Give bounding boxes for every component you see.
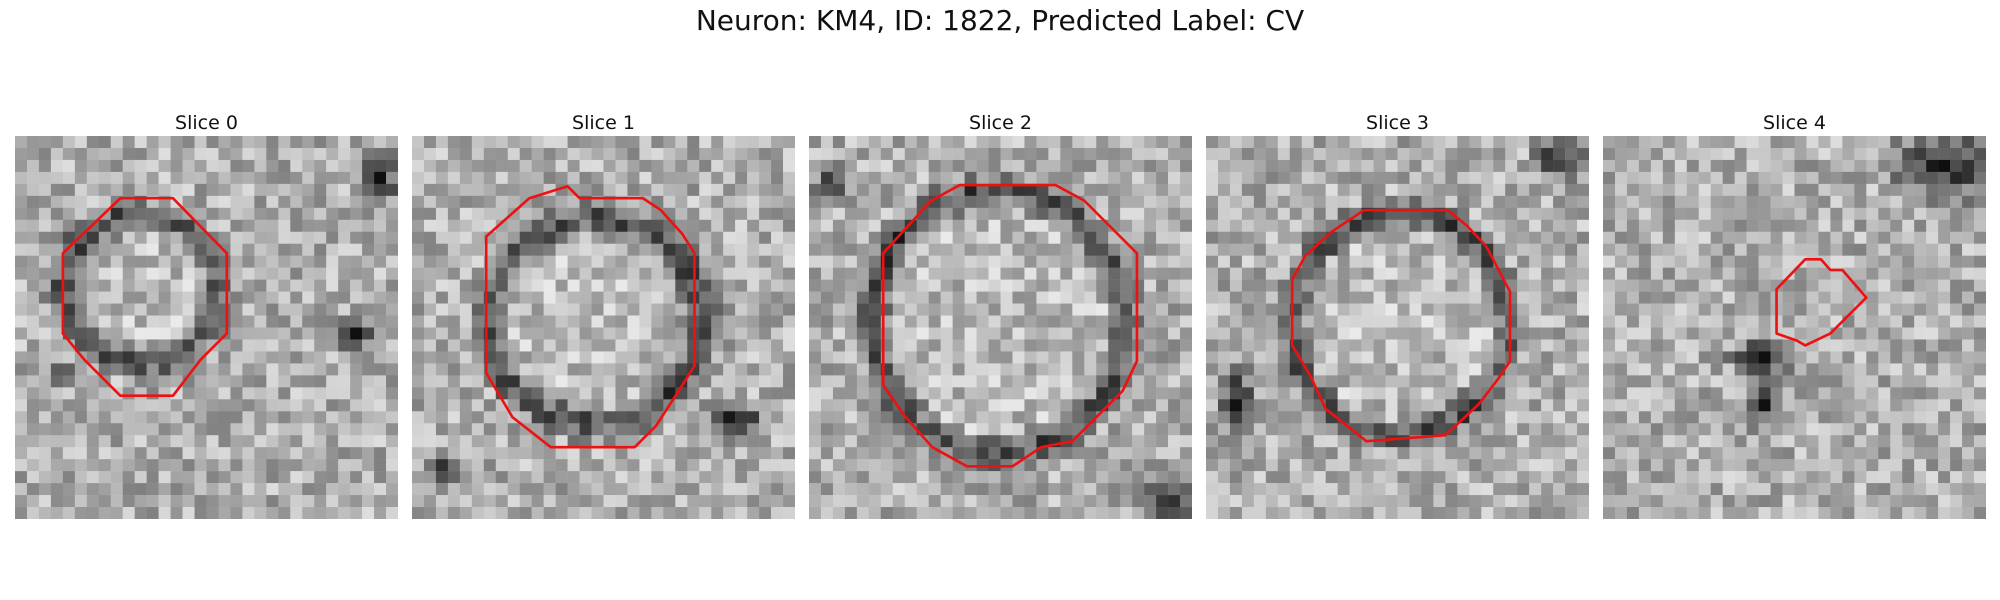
slice-image (412, 136, 795, 519)
slice-image (15, 136, 398, 519)
slice-title: Slice 3 (1366, 112, 1429, 134)
segmentation-contour (881, 183, 1139, 468)
slice-panel-1: Slice 1 (412, 110, 795, 519)
slice-title: Slice 0 (175, 112, 238, 134)
slice-image (809, 136, 1192, 519)
slice-image (1206, 136, 1589, 519)
segmentation-contour (484, 184, 696, 449)
slice-panel-3: Slice 3 (1206, 110, 1589, 519)
slice-title: Slice 2 (969, 112, 1032, 134)
slice-title: Slice 4 (1763, 112, 1826, 134)
segmentation-contour (61, 196, 229, 398)
slice-image (1603, 136, 1986, 519)
slice-panel-4: Slice 4 (1603, 110, 1986, 519)
figure-title: Neuron: KM4, ID: 1822, Predicted Label: … (695, 4, 1305, 37)
slice-title: Slice 1 (572, 112, 635, 134)
segmentation-contour (1290, 208, 1512, 443)
segmentation-contour (1775, 257, 1868, 347)
slice-panel-2: Slice 2 (809, 110, 1192, 519)
slice-panel-0: Slice 0 (15, 110, 398, 519)
